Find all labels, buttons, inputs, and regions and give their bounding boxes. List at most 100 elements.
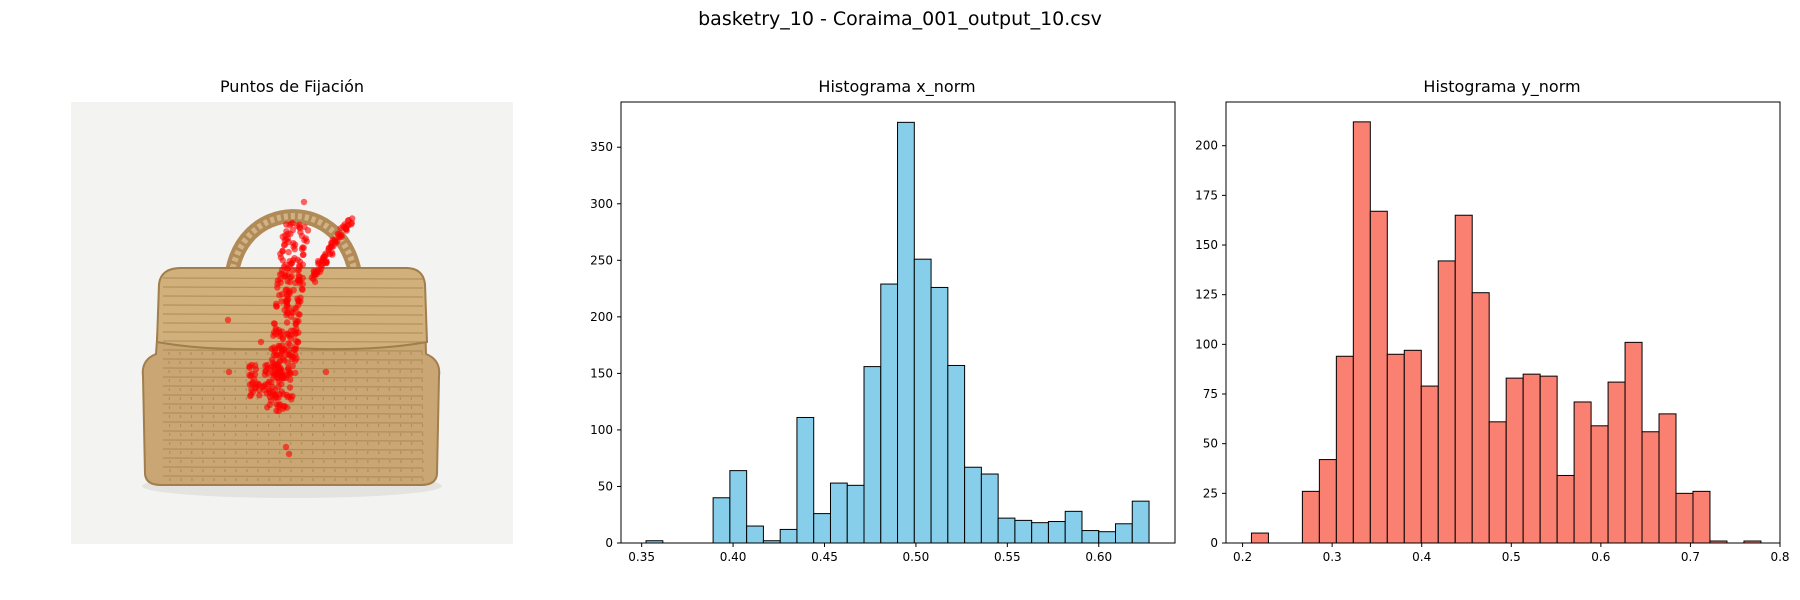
histogram-bar — [947, 364, 966, 544]
weave-column — [201, 351, 204, 483]
fixation-point — [270, 320, 278, 327]
weave-column — [410, 351, 413, 483]
weave-column — [344, 351, 347, 483]
fixation-point — [292, 351, 299, 358]
histogram-bar — [746, 525, 764, 544]
fixation-point — [274, 280, 281, 288]
histogram-bar — [1675, 492, 1694, 544]
histogram-bar — [1098, 531, 1117, 544]
histogram-bar — [1658, 413, 1677, 544]
y-tick-label: 125 — [1195, 288, 1218, 302]
weave-column — [179, 351, 182, 483]
fixation-points-plot — [71, 102, 513, 544]
weave-column — [289, 351, 292, 483]
histogram-bar — [1335, 355, 1354, 544]
fixation-point — [299, 280, 306, 288]
fixation-point — [272, 352, 280, 359]
weave-column — [190, 351, 193, 483]
histogram-bar — [913, 258, 932, 544]
x-tick-label: 0.40 — [720, 550, 747, 564]
fixation-point — [285, 340, 292, 347]
x-histogram-xticks: 0.35 0.40 0.45 0.50 0.55 0.60 — [628, 543, 1112, 564]
fixation-point — [289, 393, 296, 400]
histogram-bar — [846, 484, 865, 544]
weave-column — [377, 351, 380, 483]
fixation-point — [272, 394, 280, 401]
fixation-point — [277, 275, 284, 283]
fixation-point — [294, 256, 301, 263]
histogram-bar — [712, 497, 731, 544]
y-tick-label: 200 — [590, 310, 613, 324]
fixation-point — [285, 248, 292, 256]
weave-column — [234, 351, 237, 483]
fixation-point — [294, 338, 301, 345]
histogram-bar — [1454, 214, 1473, 544]
weave-column — [212, 351, 215, 483]
y-tick-label: 150 — [1195, 238, 1218, 252]
fixation-point — [252, 384, 259, 391]
fixation-point — [261, 371, 269, 378]
weave-row — [162, 412, 424, 415]
histogram-bar — [1471, 292, 1490, 544]
histogram-bar — [1064, 510, 1083, 544]
x-tick-label: 0.6 — [1591, 550, 1610, 564]
fixation-point — [301, 223, 308, 231]
histogram-bar — [1403, 349, 1422, 544]
histogram-bar — [829, 482, 848, 544]
fixation-point — [300, 251, 307, 258]
fixation-point — [257, 338, 265, 346]
weave-column — [311, 351, 314, 483]
y-tick-label: 100 — [1195, 337, 1218, 351]
fixation-point — [275, 383, 282, 390]
histogram-bar — [779, 528, 798, 544]
histogram-bar — [1386, 353, 1405, 544]
x-tick-label: 0.55 — [994, 550, 1021, 564]
fixation-point — [320, 255, 327, 263]
fixation-point — [291, 305, 298, 312]
fixation-point — [225, 368, 233, 376]
y-histogram-title: Histograma y_norm — [1423, 77, 1581, 96]
fixation-point — [285, 238, 292, 246]
weave-column — [421, 351, 424, 483]
fixation-point — [276, 271, 284, 278]
weave-column — [333, 351, 336, 483]
fixation-point — [336, 232, 344, 239]
fixation-point — [300, 198, 308, 206]
fixation-point — [269, 383, 276, 391]
histogram-bar — [1556, 474, 1575, 544]
basket-handle-weave — [228, 213, 359, 283]
fixation-point — [286, 258, 293, 265]
x-tick-label: 0.7 — [1681, 550, 1700, 564]
fixation-point — [250, 376, 258, 383]
x-tick-label: 0.45 — [811, 550, 838, 564]
histogram-bar — [1047, 521, 1066, 544]
histogram-bar — [863, 366, 882, 544]
fixation-point — [270, 344, 277, 351]
y-tick-label: 150 — [590, 366, 613, 380]
weave-row — [162, 475, 424, 478]
y-tick-label: 50 — [598, 479, 613, 493]
y-tick-label: 25 — [1203, 486, 1218, 500]
figure-title: basketry_10 - Coraima_001_output_10.csv — [698, 8, 1102, 30]
weave-column — [245, 351, 248, 483]
weave-column — [278, 351, 281, 483]
histogram-bar — [1014, 519, 1033, 544]
histogram-bar — [1115, 523, 1133, 544]
y-histogram-frame — [1225, 101, 1781, 544]
x-tick-label: 0.50 — [903, 550, 930, 564]
histogram-bar — [980, 473, 999, 544]
weave-column — [300, 351, 303, 483]
y-norm-histogram: 0.2 0.3 0.4 0.5 0.6 0.7 0.8 0 25 50 75 100 125 150 17… — [1195, 101, 1790, 564]
fixation-point — [278, 347, 286, 355]
weave-row — [162, 457, 424, 460]
weave-row — [162, 304, 424, 307]
fixation-point — [273, 407, 280, 414]
x-norm-histogram: 0.35 0.40 0.45 0.50 0.55 0.60 0 50 100 150 200 250… — [590, 101, 1176, 564]
fixation-point — [277, 250, 284, 258]
histogram-bar — [1420, 385, 1439, 544]
histogram-bar — [1250, 532, 1269, 544]
histogram-bar — [964, 466, 982, 544]
weave-column — [388, 351, 391, 483]
fixation-point — [296, 262, 303, 269]
fixation-point — [283, 303, 290, 311]
